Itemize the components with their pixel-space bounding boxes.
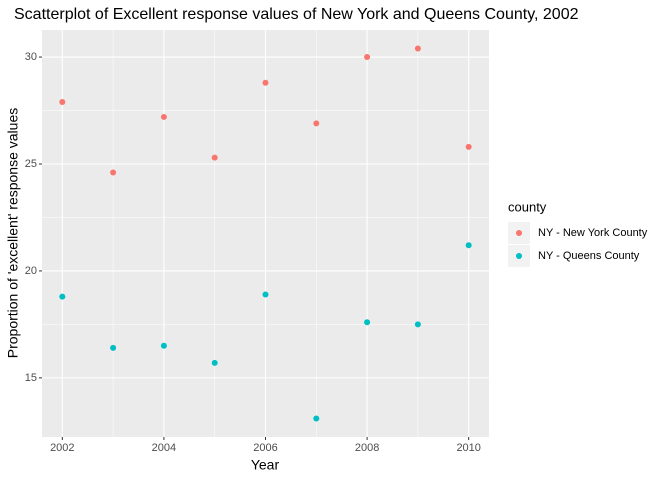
y-tick-label: 20 [25,265,37,277]
point [160,342,167,349]
x-axis-label: Year [251,457,280,473]
y-tick-label: 30 [25,51,37,63]
point [160,113,167,120]
chart-title: Scatterplot of Excellent response values… [14,6,579,23]
legend-marker [516,253,522,259]
legend-marker [516,230,522,236]
point [364,54,371,61]
point [59,98,66,105]
legend-title: county [508,199,547,214]
point [59,293,66,300]
x-tick-label: 2010 [456,442,480,454]
x-tick-label: 2006 [253,442,277,454]
point [313,415,320,422]
point [364,319,371,326]
y-tick-label: 25 [25,158,37,170]
point [110,344,117,351]
point [262,79,269,86]
point [465,242,472,249]
x-tick-label: 2004 [152,442,176,454]
point [110,169,117,176]
legend-label: NY - New York County [538,227,648,239]
point [414,45,421,52]
point [262,291,269,298]
point [313,120,320,127]
x-tick-label: 2002 [50,442,74,454]
y-tick-label: 15 [25,372,37,384]
point [211,154,218,161]
point [465,143,472,150]
y-axis-label: Proportion of 'excellent' response value… [5,108,21,359]
x-tick-label: 2008 [355,442,379,454]
point [414,321,421,328]
legend-label: NY - Queens County [538,250,640,262]
point [211,359,218,366]
